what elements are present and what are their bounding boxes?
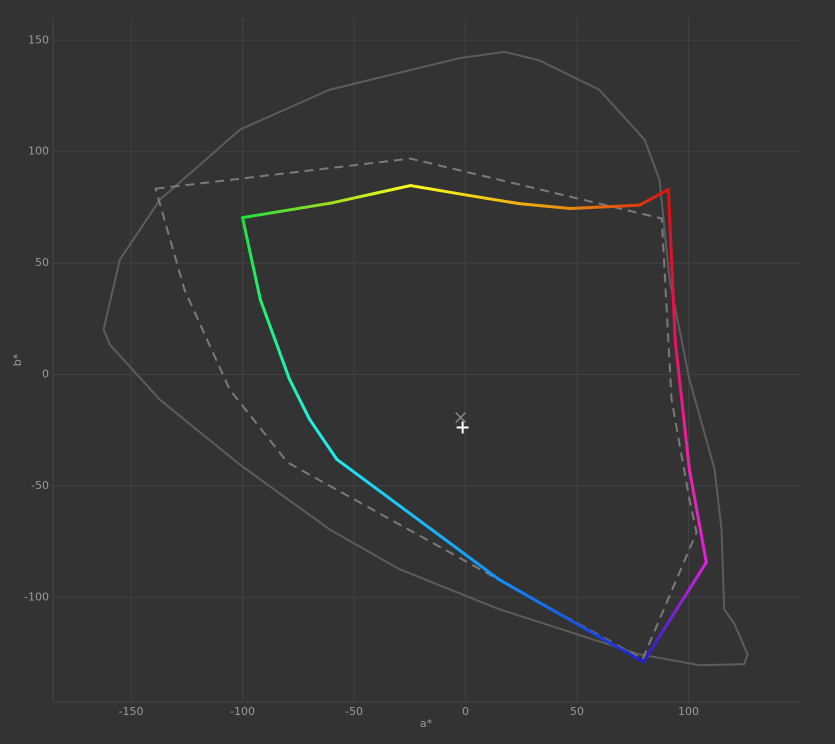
gamut-segment [408, 184, 472, 198]
x-tick-label: 50 [570, 705, 584, 718]
y-tick-label: 50 [35, 256, 49, 269]
gamut-segment [670, 258, 677, 342]
gamut-segment [241, 201, 334, 220]
gamut-segment [258, 298, 291, 381]
gamut-segment [641, 560, 708, 664]
gamut-segment [666, 188, 674, 262]
gamut-segment [497, 577, 645, 664]
marker-stroke [455, 411, 467, 424]
gamut-segment [687, 467, 708, 564]
x-tick-label: -50 [345, 705, 363, 718]
dashed-gamut [154, 157, 698, 661]
gamut-segment [307, 417, 339, 461]
y-tick-label: -50 [31, 479, 49, 492]
x-tick-label: 100 [678, 705, 699, 718]
x-tick-label: -100 [230, 705, 255, 718]
y-tick-label: 150 [28, 33, 49, 46]
y-tick-label: 0 [42, 367, 49, 380]
x-tick-label: -150 [119, 705, 144, 718]
gamut-segment [335, 457, 501, 581]
gamut-segment [241, 216, 262, 302]
white-point-marker [456, 421, 469, 434]
gamut-segment [287, 377, 311, 421]
y-tick-label: 100 [28, 145, 49, 158]
white-point-marker [455, 411, 467, 424]
gamut-segment [330, 184, 412, 205]
gamut-segment [568, 203, 641, 210]
gamut-segment [637, 188, 670, 207]
y-axis-label: b* [11, 353, 24, 366]
gamut-segment [673, 338, 691, 471]
outline-gamut [102, 50, 749, 667]
gamut-segment [468, 194, 521, 206]
x-tick-label: 0 [462, 705, 469, 718]
gamut-segment [517, 202, 572, 210]
x-axis-label: a* [420, 717, 433, 730]
y-tick-label: -100 [24, 590, 49, 603]
